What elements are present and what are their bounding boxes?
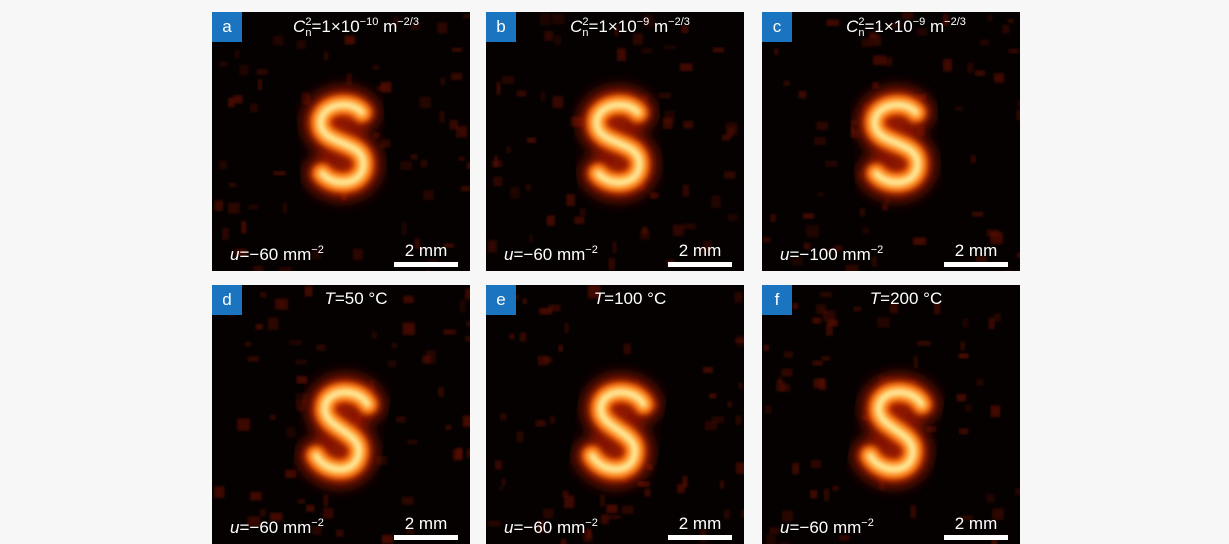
text-run: =50 °C [335,289,388,308]
text-run: =−60 mm [513,518,585,537]
scale-line [944,535,1008,540]
sup: −2 [311,244,324,256]
panel-label: d [212,285,242,315]
speckle-image [212,12,470,271]
sup: −2 [871,244,884,256]
sup: −2/3 [397,16,419,28]
sup: −10 [360,16,379,28]
speckle-image [212,285,470,544]
text-run: =−100 mm [789,245,870,264]
text-run: m [378,17,397,36]
panel-parameter: u=−60 mm−2 [230,244,324,265]
text-run: =100 °C [604,289,666,308]
scale-label: 2 mm [668,514,732,534]
speckle-image [486,12,744,271]
panel-condition: T=100 °C [516,289,744,309]
scale-label: 2 mm [668,241,732,261]
text-run: =−60 mm [513,245,585,264]
scale-bar: 2 mm [394,514,458,540]
scale-bar: 2 mm [668,241,732,267]
scale-line [668,535,732,540]
sup: −2/3 [944,16,966,28]
panel-parameter: u=−100 mm−2 [780,244,883,265]
panel-label: b [486,12,516,42]
panel-condition: T=200 °C [792,289,1020,309]
panel-label: e [486,285,516,315]
text-run: T [324,289,334,308]
text-run: m [649,17,668,36]
panel-parameter: u=−60 mm−2 [780,517,874,538]
text-run: T [870,289,880,308]
panel-parameter: u=−60 mm−2 [504,244,598,265]
scale-bar: 2 mm [944,514,1008,540]
scale-line [668,262,732,267]
scale-label: 2 mm [944,241,1008,261]
panel-label: f [762,285,792,315]
sup: −9 [637,16,650,28]
page: aC2n=1×10−10 m−2/3u=−60 mm−22 mm bC2n=1×… [0,0,1229,544]
panel-label: c [762,12,792,42]
speckle-image [486,285,744,544]
sup: −2/3 [668,16,690,28]
sup: −2 [585,244,598,256]
scale-bar: 2 mm [944,241,1008,267]
scale-label: 2 mm [394,241,458,261]
text-run: =−60 mm [239,245,311,264]
scale-label: 2 mm [944,514,1008,534]
panel-label: a [212,12,242,42]
text-run: =200 °C [880,289,942,308]
speckle-image [762,12,1020,271]
text-run: =1×10 [865,17,913,36]
panel-parameter: u=−60 mm−2 [230,517,324,538]
speckle-image [762,285,1020,544]
text-run: m [925,17,944,36]
text-run: =−60 mm [239,518,311,537]
scale-line [394,535,458,540]
scale-line [944,262,1008,267]
scale-line [394,262,458,267]
panel-condition: T=50 °C [242,289,470,309]
scale-bar: 2 mm [668,514,732,540]
sup: −2 [861,517,874,529]
text-run: C [293,17,305,36]
sup: −9 [913,16,926,28]
text-run: T [594,289,604,308]
sup: −2 [311,517,324,529]
sup: −2 [585,517,598,529]
text-run: =−60 mm [789,518,861,537]
text-run: =1×10 [589,17,637,36]
text-run: C [570,17,582,36]
text-run: C [846,17,858,36]
scale-label: 2 mm [394,514,458,534]
text-run: =1×10 [311,17,359,36]
scale-bar: 2 mm [394,241,458,267]
panel-parameter: u=−60 mm−2 [504,517,598,538]
